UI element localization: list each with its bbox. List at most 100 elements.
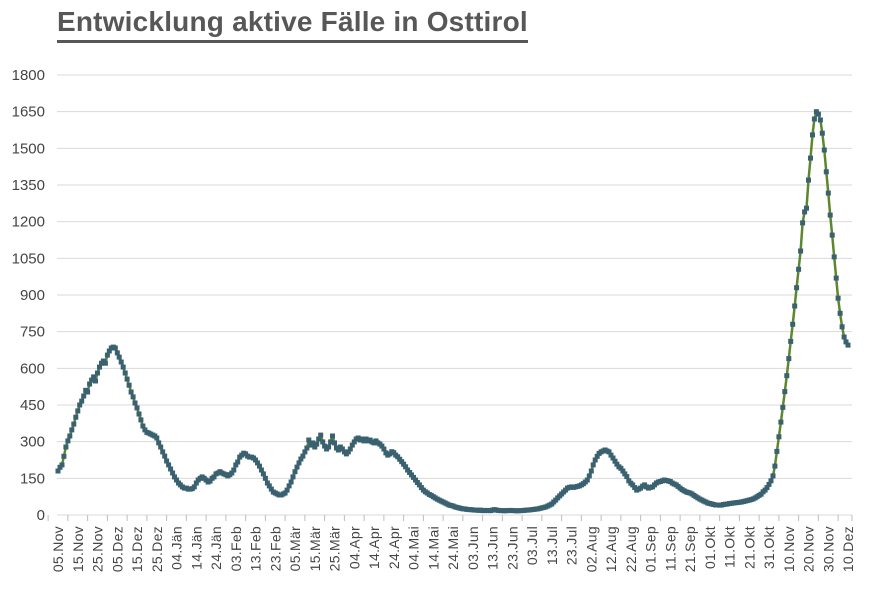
data-point-marker: [288, 479, 294, 485]
data-point-marker: [312, 444, 318, 450]
data-point-marker: [140, 423, 146, 429]
data-point-marker: [821, 147, 827, 153]
data-point-marker: [776, 434, 782, 440]
data-point-marker: [128, 389, 134, 395]
x-axis-tick-label: 13.Jul: [544, 526, 560, 565]
data-point-marker: [172, 474, 177, 480]
data-point-marker: [833, 275, 839, 281]
data-point-marker: [170, 470, 176, 476]
data-point-marker: [262, 475, 268, 481]
data-point-marker: [330, 433, 335, 439]
x-axis-tick-label: 30.Nov: [820, 526, 836, 572]
data-point-marker: [792, 303, 798, 309]
x-axis-tick-label: 24.Jän: [208, 526, 224, 570]
data-point-marker: [772, 463, 778, 469]
data-point-marker: [802, 209, 808, 215]
y-axis-tick-label: 450: [20, 397, 45, 414]
data-point-marker: [316, 436, 322, 442]
data-point-marker: [328, 439, 334, 445]
data-point-marker: [825, 190, 831, 196]
data-point-marker: [335, 447, 341, 453]
data-point-marker: [134, 405, 140, 411]
data-point-marker: [618, 465, 624, 471]
data-point-marker: [379, 443, 385, 449]
y-axis-tick-label: 0: [37, 507, 45, 524]
data-point-marker: [61, 453, 67, 459]
data-point-marker: [235, 459, 241, 465]
data-point-marker: [630, 482, 636, 488]
data-point-marker: [81, 393, 87, 399]
data-point-marker: [156, 440, 162, 446]
data-point-marker: [282, 490, 288, 496]
data-point-marker: [610, 455, 616, 461]
data-point-marker: [122, 370, 128, 376]
data-point-marker: [67, 433, 73, 439]
data-point-marker: [778, 419, 784, 425]
data-point-marker: [158, 444, 164, 450]
data-point-marker: [332, 440, 337, 446]
x-axis-tick-label: 01.Sep: [643, 526, 659, 572]
data-point-marker: [594, 453, 600, 459]
data-point-marker: [416, 482, 422, 488]
x-axis-tick-label: 25.Dez: [149, 526, 165, 572]
x-axis-tick-label: 24.Mai: [445, 526, 461, 570]
x-axis-tick-label: 14.Mai: [425, 526, 441, 570]
data-point-marker: [351, 439, 357, 445]
data-point-marker: [77, 402, 83, 408]
data-point-marker: [207, 478, 213, 484]
data-point-marker: [349, 442, 355, 448]
data-point-marker: [320, 439, 326, 445]
data-point-marker: [819, 130, 825, 136]
data-point-marker: [806, 177, 811, 183]
x-axis-tick-label: 03.Jul: [524, 526, 540, 565]
data-point-marker: [588, 468, 594, 474]
series-line: [56, 110, 850, 513]
data-point-marker: [174, 477, 179, 483]
data-point-marker: [106, 348, 112, 354]
data-point-marker: [112, 345, 118, 351]
x-axis-tick-label: 31.Okt: [761, 526, 777, 569]
data-point-marker: [586, 473, 592, 479]
x-axis-tick-label: 15.Mär: [307, 526, 323, 571]
data-point-marker: [302, 449, 308, 455]
data-point-marker: [590, 462, 596, 468]
x-axis-tick-label: 03.Feb: [228, 526, 244, 571]
data-point-marker: [786, 356, 792, 362]
data-point-marker: [85, 389, 91, 395]
data-point-marker: [845, 342, 851, 348]
data-point-marker: [162, 453, 168, 459]
data-point-marker: [130, 394, 136, 400]
data-point-marker: [138, 417, 144, 423]
data-point-marker: [314, 441, 320, 447]
data-point-marker: [116, 354, 122, 360]
x-axis-tick-label: 25.Mär: [327, 526, 343, 571]
data-point-marker: [298, 456, 304, 462]
data-point-marker: [624, 474, 630, 480]
x-axis-tick-label: 10.Dez: [840, 526, 856, 572]
data-point-marker: [69, 427, 75, 433]
data-point-marker: [300, 453, 306, 459]
data-point-marker: [104, 352, 110, 358]
data-point-marker: [93, 378, 98, 384]
x-axis-tick-label: 25.Nov: [90, 526, 106, 572]
data-point-marker: [71, 421, 77, 427]
data-point-marker: [97, 364, 102, 370]
data-point-marker: [264, 480, 270, 486]
data-point-marker: [126, 382, 132, 388]
data-point-marker: [168, 466, 174, 472]
data-point-marker: [798, 248, 804, 254]
x-axis-tick-label: 23.Jun: [504, 526, 520, 570]
data-point-marker: [322, 443, 328, 449]
data-point-marker: [120, 364, 126, 370]
data-point-marker: [794, 285, 800, 291]
x-axis-tick-label: 03.Jun: [465, 526, 481, 570]
data-point-marker: [780, 404, 786, 410]
data-point-marker: [774, 448, 780, 454]
y-axis-tick-label: 1350: [12, 177, 45, 194]
data-point-marker: [339, 446, 345, 452]
data-point-marker: [817, 117, 823, 123]
x-axis-tick-label: 05.Mär: [287, 526, 303, 571]
data-point-marker: [764, 485, 770, 491]
x-axis-tick-label: 13.Jun: [485, 526, 501, 570]
